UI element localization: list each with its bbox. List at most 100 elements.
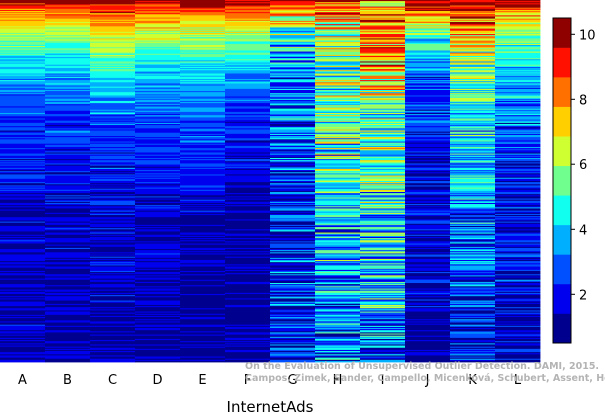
heatmap-cell xyxy=(270,134,316,137)
heatmap-cell xyxy=(90,102,136,104)
heatmap-cell xyxy=(225,240,271,242)
heatmap-cell xyxy=(450,275,496,277)
heatmap-cell xyxy=(495,28,541,31)
heatmap-cell xyxy=(45,138,91,140)
heatmap-cell xyxy=(225,315,271,318)
heatmap-cell xyxy=(90,181,136,183)
heatmap-cell xyxy=(450,2,496,4)
heatmap-cell xyxy=(315,216,361,218)
heatmap-cell xyxy=(90,246,136,249)
heatmap-cell xyxy=(225,91,271,93)
heatmap-cell xyxy=(360,265,406,267)
heatmap-cell xyxy=(360,88,406,91)
heatmap-cell xyxy=(180,120,226,123)
heatmap-cell xyxy=(225,4,271,6)
heatmap-cell xyxy=(45,55,91,58)
heatmap-cell xyxy=(45,54,91,57)
heatmap-cell xyxy=(450,78,496,81)
heatmap-cell xyxy=(405,279,451,282)
heatmap-cell xyxy=(45,32,91,35)
heatmap-cell xyxy=(225,284,271,286)
heatmap-cell xyxy=(135,115,181,117)
heatmap-cell xyxy=(45,120,91,123)
heatmap-cell xyxy=(135,143,181,146)
heatmap-cell xyxy=(270,133,316,136)
heatmap-cell xyxy=(360,120,406,123)
heatmap-cell xyxy=(225,274,271,276)
heatmap-cell xyxy=(135,87,181,90)
heatmap-cell xyxy=(0,228,46,230)
heatmap-cell xyxy=(405,131,451,134)
heatmap-cell xyxy=(45,149,91,151)
heatmap-cell xyxy=(90,198,136,201)
heatmap-cell xyxy=(135,116,181,118)
heatmap-cell xyxy=(90,290,136,293)
heatmap-cell xyxy=(495,233,541,236)
heatmap-cell xyxy=(360,68,406,70)
heatmap-cell xyxy=(90,106,136,108)
heatmap-cell xyxy=(225,107,271,109)
heatmap-cell xyxy=(405,15,451,17)
heatmap-cell xyxy=(225,196,271,198)
heatmap-cell xyxy=(0,220,46,222)
heatmap-cell xyxy=(405,274,451,276)
heatmap-cell xyxy=(405,153,451,156)
heatmap-cell xyxy=(450,121,496,124)
heatmap-cell xyxy=(270,8,316,11)
heatmap-cell xyxy=(135,43,181,46)
heatmap-cell xyxy=(90,68,136,70)
heatmap-cell xyxy=(495,103,541,105)
heatmap-cell xyxy=(450,356,496,359)
heatmap-cell xyxy=(45,287,91,289)
heatmap-cell xyxy=(360,167,406,170)
heatmap-cell xyxy=(180,270,226,273)
heatmap-cell xyxy=(180,353,226,355)
heatmap-cell xyxy=(405,63,451,66)
heatmap-cell xyxy=(315,30,361,33)
heatmap-cell xyxy=(315,334,361,337)
heatmap-cell xyxy=(45,83,91,85)
heatmap-cell xyxy=(180,171,226,173)
heatmap-cell xyxy=(270,258,316,261)
heatmap-cell xyxy=(45,178,91,181)
heatmap-cell xyxy=(495,230,541,232)
heatmap-cell xyxy=(450,359,496,362)
heatmap-cell xyxy=(315,183,361,185)
heatmap-cell xyxy=(495,238,541,240)
heatmap-cell xyxy=(90,249,136,251)
heatmap-cell xyxy=(495,347,541,350)
heatmap-cell xyxy=(360,289,406,292)
heatmap-cell xyxy=(495,231,541,233)
heatmap-cell xyxy=(315,299,361,301)
heatmap-cell xyxy=(135,326,181,329)
heatmap-cell xyxy=(315,247,361,250)
heatmap-cell xyxy=(90,91,136,93)
heatmap-cell xyxy=(270,167,316,170)
heatmap-cell xyxy=(180,287,226,289)
heatmap-cell xyxy=(270,297,316,299)
heatmap-cell xyxy=(315,333,361,335)
heatmap-cell xyxy=(45,40,91,43)
heatmap-cell xyxy=(180,119,226,122)
heatmap-cell xyxy=(450,228,496,230)
heatmap-cell xyxy=(45,264,91,266)
heatmap-cell xyxy=(180,36,226,38)
heatmap-cell xyxy=(450,256,496,259)
heatmap-cell xyxy=(0,134,46,137)
heatmap-cell xyxy=(495,112,541,115)
heatmap-cell xyxy=(450,349,496,352)
heatmap-cell xyxy=(270,279,316,282)
heatmap-cell xyxy=(360,149,406,151)
heatmap-cell xyxy=(405,330,451,332)
heatmap-cell xyxy=(495,200,541,203)
heatmap-cell xyxy=(0,17,46,20)
heatmap-cell xyxy=(90,270,136,273)
heatmap-cell xyxy=(225,189,271,192)
heatmap-cell xyxy=(90,78,136,81)
heatmap-cell xyxy=(360,205,406,207)
heatmap-cell xyxy=(495,270,541,273)
heatmap-cell xyxy=(315,332,361,334)
heatmap-cell xyxy=(90,163,136,165)
heatmap-cell xyxy=(405,87,451,90)
heatmap-cell xyxy=(135,207,181,209)
